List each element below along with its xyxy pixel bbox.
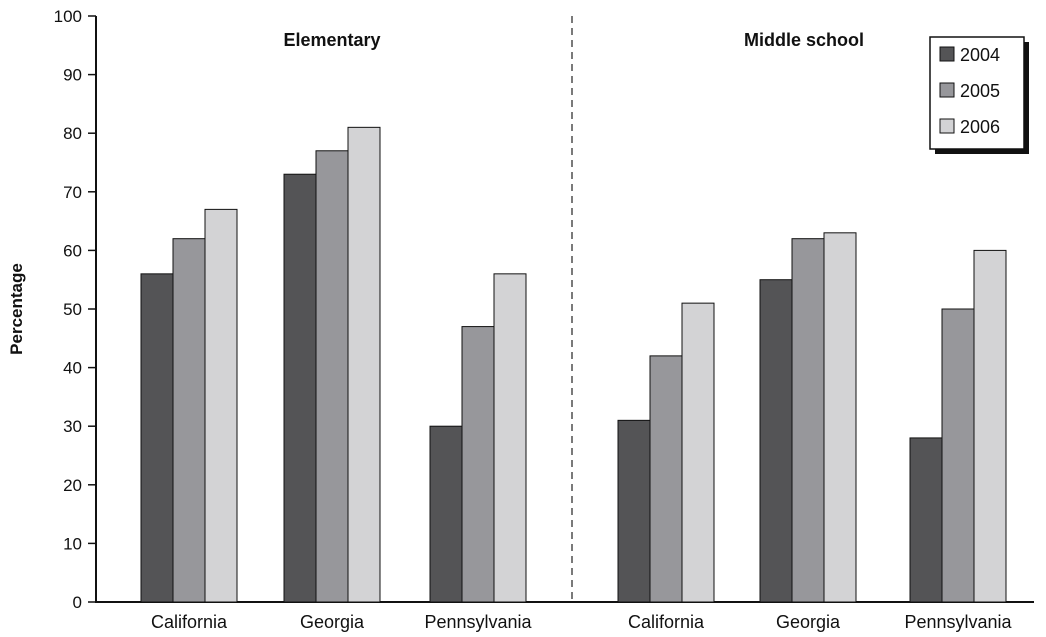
legend-label-2004: 2004 bbox=[960, 45, 1000, 65]
category-labels: California Georgia Pennsylvania California G… bbox=[151, 612, 1013, 632]
bar-elementary-california-2006 bbox=[204, 208, 238, 603]
bar-middle-school-pennsylvania-2005 bbox=[941, 308, 975, 603]
group-title-elementary: Elementary bbox=[283, 30, 380, 50]
bar-middle-school-california-2004 bbox=[617, 419, 651, 603]
y-tick-label: 100 bbox=[54, 7, 82, 26]
y-tick-label: 20 bbox=[63, 476, 82, 495]
y-tick-label: 50 bbox=[63, 300, 82, 319]
legend-label-2005: 2005 bbox=[960, 81, 1000, 101]
category-label: Pennsylvania bbox=[424, 612, 532, 632]
category-label: Georgia bbox=[776, 612, 841, 632]
legend-swatch-2006 bbox=[939, 118, 955, 134]
bar-elementary-pennsylvania-2005 bbox=[461, 326, 495, 603]
bar-middle-school-georgia-2005 bbox=[791, 238, 825, 603]
bar-middle-school-georgia-2004 bbox=[759, 279, 793, 603]
y-tick-label: 40 bbox=[63, 359, 82, 378]
group-title-middle-school: Middle school bbox=[744, 30, 864, 50]
y-tick-label: 60 bbox=[63, 241, 82, 260]
y-tick-label: 80 bbox=[63, 124, 82, 143]
category-label: California bbox=[628, 612, 705, 632]
legend-swatch-2005 bbox=[939, 82, 955, 98]
y-tick-label: 90 bbox=[63, 66, 82, 85]
category-label: Pennsylvania bbox=[904, 612, 1012, 632]
y-tick-label: 30 bbox=[63, 417, 82, 436]
bar-elementary-georgia-2004 bbox=[283, 173, 317, 603]
bar-elementary-pennsylvania-2004 bbox=[429, 425, 463, 603]
legend-label-2006: 2006 bbox=[960, 117, 1000, 137]
category-label: California bbox=[151, 612, 228, 632]
bar-middle-school-pennsylvania-2004 bbox=[909, 437, 943, 603]
y-tick-label: 70 bbox=[63, 183, 82, 202]
y-ticks: 0 10 20 30 40 50 60 70 80 90 100 bbox=[54, 7, 96, 612]
bar-elementary-pennsylvania-2006 bbox=[493, 273, 527, 603]
bar-elementary-georgia-2006 bbox=[347, 126, 381, 603]
bar-middle-school-pennsylvania-2006 bbox=[973, 249, 1007, 603]
bar-middle-school-california-2005 bbox=[649, 355, 683, 603]
category-label: Georgia bbox=[300, 612, 365, 632]
bars bbox=[140, 126, 1007, 603]
bar-middle-school-california-2006 bbox=[681, 302, 715, 603]
legend: 2004 2005 2006 bbox=[929, 36, 1029, 154]
y-tick-label: 0 bbox=[73, 593, 82, 612]
bar-elementary-georgia-2005 bbox=[315, 150, 349, 603]
y-axis-title: Percentage bbox=[7, 263, 26, 355]
bar-elementary-california-2004 bbox=[140, 273, 174, 603]
legend-swatch-2004 bbox=[939, 46, 955, 62]
bar-elementary-california-2005 bbox=[172, 238, 206, 603]
y-tick-label: 10 bbox=[63, 534, 82, 553]
bar-middle-school-georgia-2006 bbox=[823, 232, 857, 603]
